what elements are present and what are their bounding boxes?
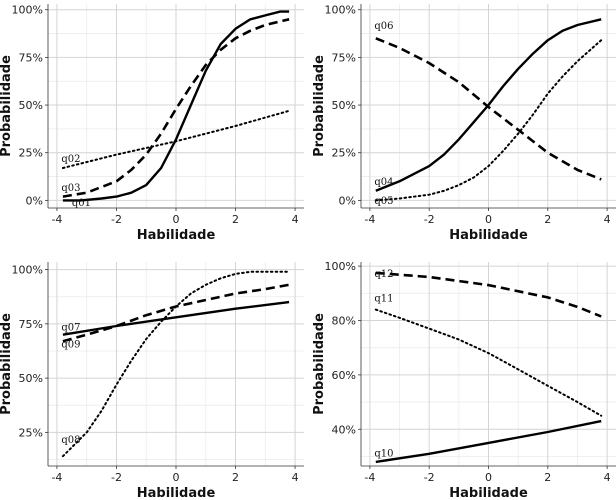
chart-panel-4: -4 -2 0 2 4 40% 60% 80% 100% Habilidade Probabilid… xyxy=(312,260,616,500)
y-tick-label: 100% xyxy=(12,4,43,17)
series-line-q04 xyxy=(375,18,602,192)
x-tick-label: -4 xyxy=(51,471,62,484)
item-label-q10: q10 xyxy=(374,448,393,459)
series-line-q01 xyxy=(62,10,290,202)
x-tick-label: 4 xyxy=(292,213,299,226)
y-tick-label: 75% xyxy=(19,51,43,64)
x-tick-label: 2 xyxy=(232,471,239,484)
item-label-q08: q08 xyxy=(61,435,80,446)
y-tick-label: 80% xyxy=(332,314,356,327)
item-label-q09: q09 xyxy=(61,340,80,351)
item-label-q05: q05 xyxy=(374,196,393,207)
y-tick-label: 25% xyxy=(19,426,43,439)
y-tick-label: 50% xyxy=(19,99,43,112)
x-tick-label: 2 xyxy=(232,213,239,226)
x-tick-label: -2 xyxy=(111,471,122,484)
item-label-q06: q06 xyxy=(374,21,393,32)
item-label-q02: q02 xyxy=(61,154,80,165)
y-tick-label: 100% xyxy=(325,260,356,273)
x-tick-label: -2 xyxy=(111,213,122,226)
item-label-q07: q07 xyxy=(61,322,80,333)
grid xyxy=(48,262,304,466)
x-tick-label: 4 xyxy=(604,471,611,484)
item-label-q04: q04 xyxy=(374,177,393,188)
y-tick-label: 25% xyxy=(332,147,356,160)
y-axis-label: Probabilidade xyxy=(312,55,327,157)
series-line-q09 xyxy=(62,283,290,343)
x-tick-label: 0 xyxy=(173,213,180,226)
x-tick-label: 0 xyxy=(485,213,492,226)
y-tick-label: 100% xyxy=(325,4,356,17)
x-axis-label: Habilidade xyxy=(137,486,216,500)
y-axis-label: Probabilidade xyxy=(312,313,327,415)
y-tick-label: 100% xyxy=(12,264,43,277)
chart-panel-3: -4 -2 0 2 4 25% 50% 75% 100% Habilidade Probabilid… xyxy=(0,262,304,500)
item-label-q11: q11 xyxy=(374,293,393,304)
x-tick-label: -4 xyxy=(364,471,375,484)
item-label-q01: q01 xyxy=(72,198,91,209)
y-tick-label: 75% xyxy=(332,51,356,64)
x-tick-label: 2 xyxy=(544,471,551,484)
x-tick-label: -2 xyxy=(424,471,435,484)
y-tick-label: 40% xyxy=(332,423,356,436)
item-label-q03: q03 xyxy=(61,183,80,194)
grid xyxy=(48,4,304,208)
chart-panel-1: -4 -2 0 2 4 0% 25% 50% 75% 100% Habilidade Probabil… xyxy=(0,4,304,243)
item-label-q12: q12 xyxy=(374,269,393,280)
x-axis-label: Habilidade xyxy=(449,228,528,243)
x-tick-label: 4 xyxy=(292,471,299,484)
x-tick-label: 0 xyxy=(485,471,492,484)
y-tick-label: 25% xyxy=(19,147,43,160)
x-tick-label: 2 xyxy=(544,213,551,226)
series-line-q10 xyxy=(375,419,602,464)
y-tick-label: 50% xyxy=(19,372,43,385)
series-line-q02 xyxy=(61,109,291,169)
series-line-q12 xyxy=(375,271,602,318)
y-axis-label: Probabilidade xyxy=(0,313,14,415)
x-tick-label: -4 xyxy=(364,213,375,226)
grid xyxy=(361,4,616,208)
chart-panel-2: -4 -2 0 2 4 0% 25% 50% 75% 100% Habilidade Probabil… xyxy=(312,4,616,243)
y-tick-label: 60% xyxy=(332,369,356,382)
y-axis-label: Probabilidade xyxy=(0,55,14,157)
x-tick-label: -4 xyxy=(51,213,62,226)
x-tick-label: 0 xyxy=(173,471,180,484)
y-tick-label: 0% xyxy=(26,194,43,207)
series-line-q05 xyxy=(374,39,603,202)
series-line-q06 xyxy=(375,37,602,181)
series-line-q03 xyxy=(62,18,290,198)
series-line-q11 xyxy=(374,308,603,417)
series-line-q07 xyxy=(62,300,290,336)
x-axis-label: Habilidade xyxy=(449,486,528,500)
y-tick-label: 75% xyxy=(19,318,43,331)
y-tick-label: 0% xyxy=(339,194,356,207)
x-tick-label: -2 xyxy=(424,213,435,226)
grid xyxy=(361,262,616,466)
y-tick-label: 50% xyxy=(332,99,356,112)
x-axis-label: Habilidade xyxy=(137,228,216,243)
x-tick-label: 4 xyxy=(604,213,611,226)
